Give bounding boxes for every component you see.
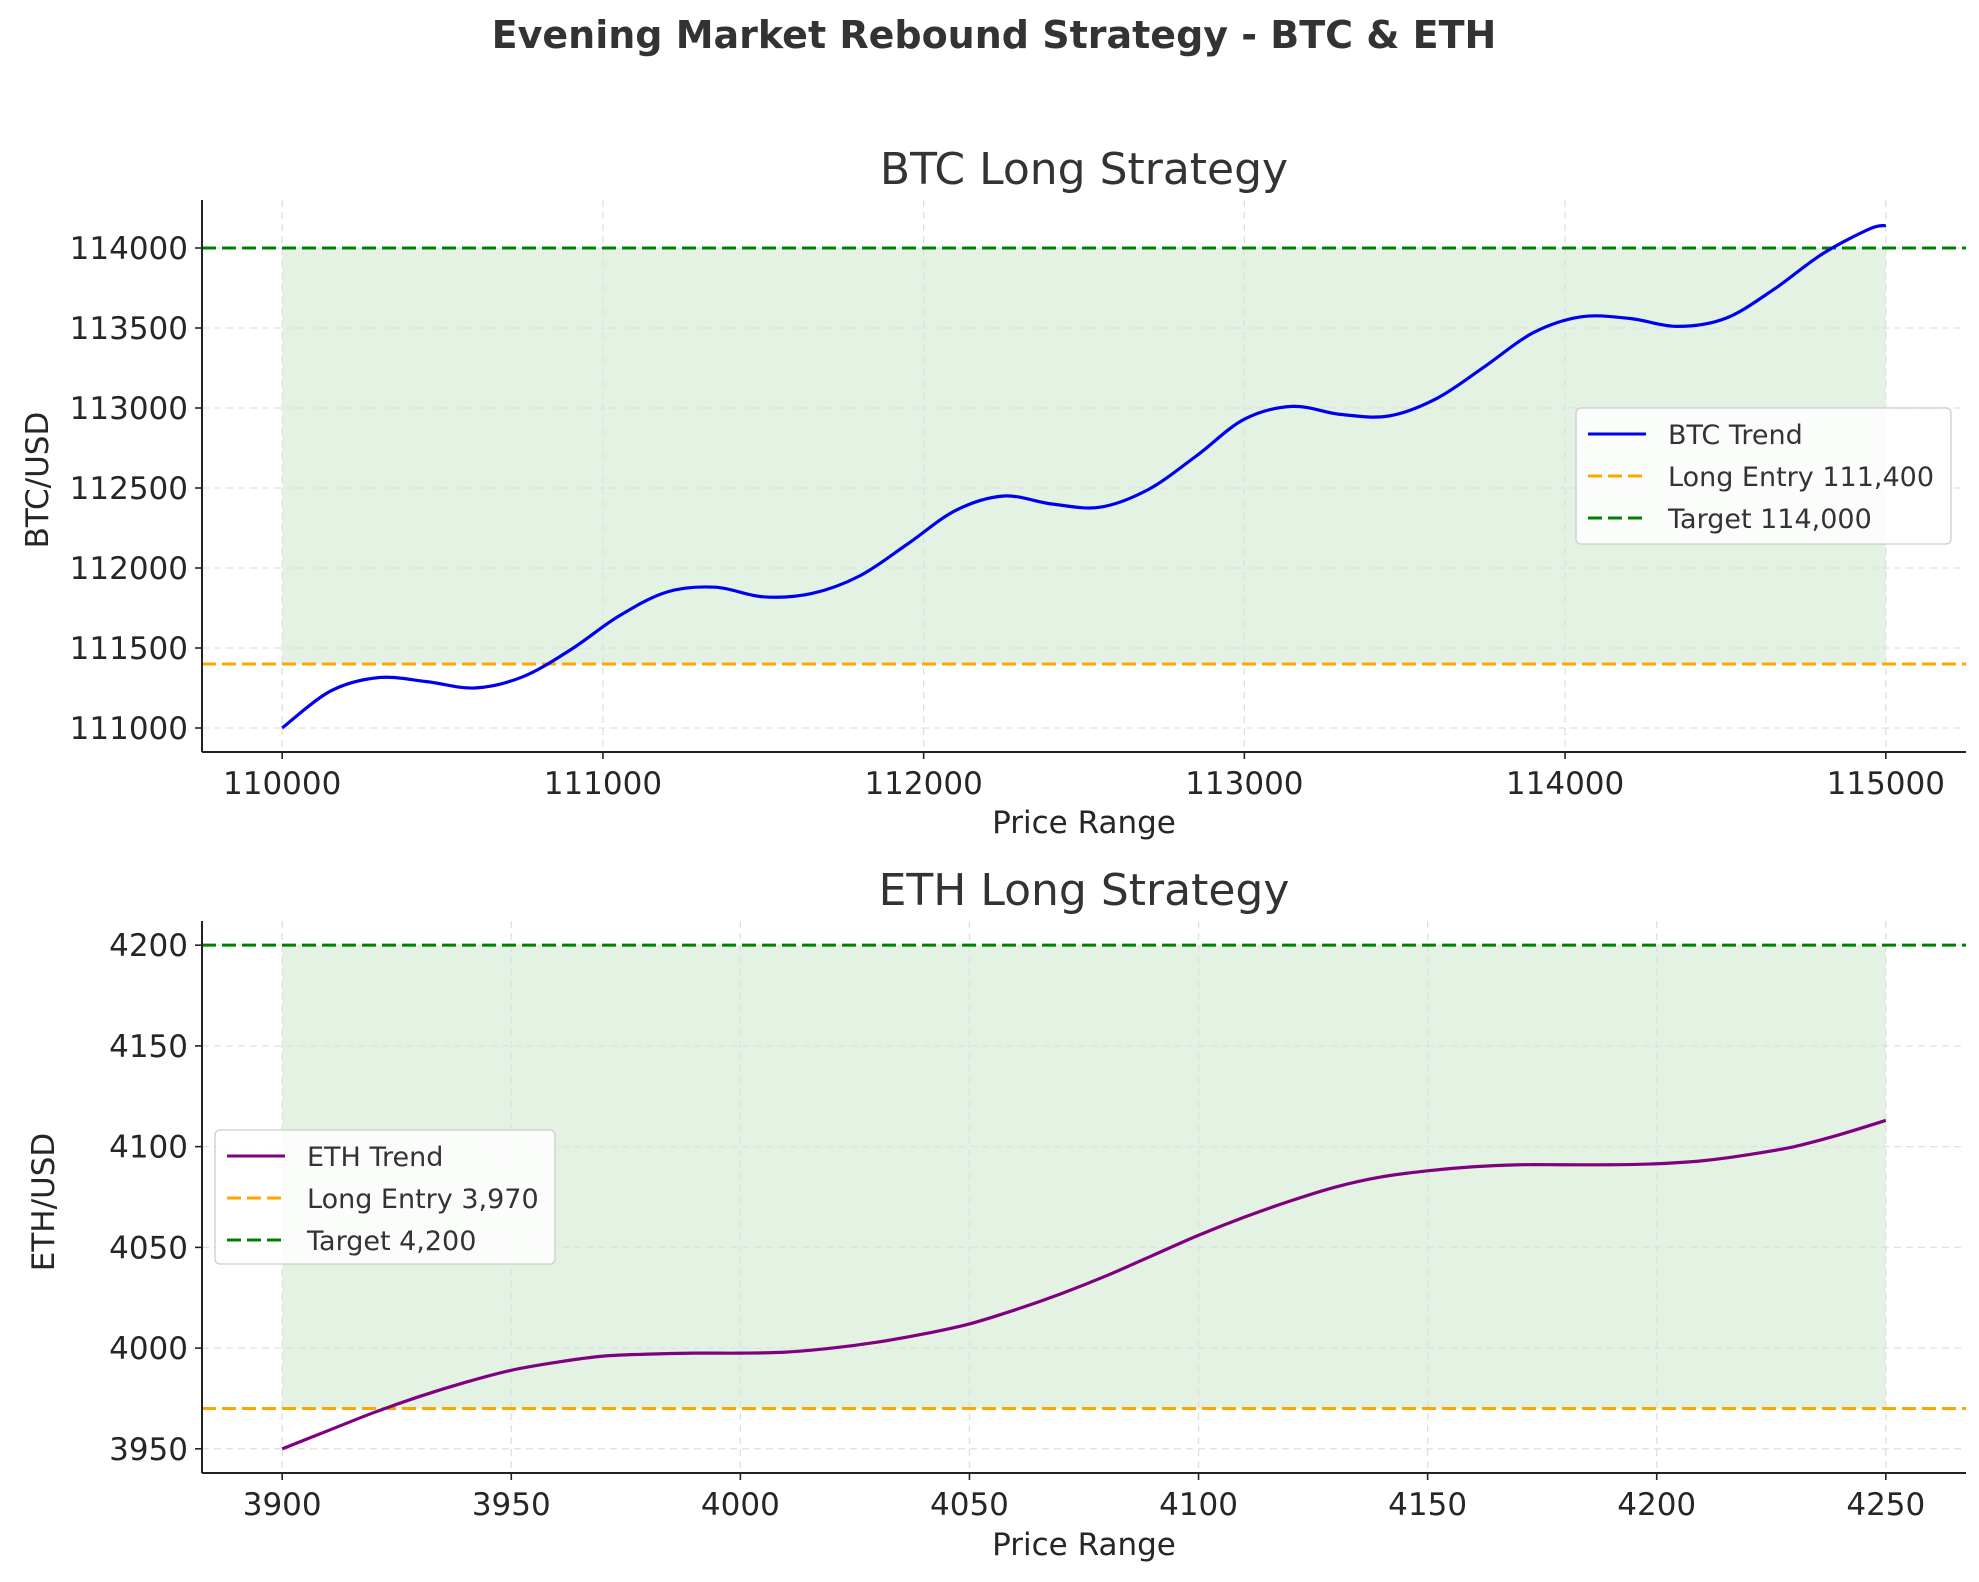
eth-x-tick-label: 4200 bbox=[1617, 1487, 1696, 1523]
eth-y-tick-label: 4200 bbox=[109, 928, 188, 964]
eth-x-tick-label: 4050 bbox=[930, 1487, 1009, 1523]
eth-legend-entry: ETH Trend bbox=[307, 1142, 443, 1173]
eth-trend-line bbox=[281, 1118, 1887, 1451]
btc-x-tick-label: 115000 bbox=[1827, 766, 1945, 802]
btc-legend-box bbox=[1575, 407, 1952, 545]
eth-legend-box bbox=[214, 1129, 556, 1265]
eth-x-tick-label: 3900 bbox=[243, 1487, 322, 1523]
eth-y-tick-label: 4150 bbox=[109, 1029, 188, 1065]
eth-legend-entry: Target 4,200 bbox=[306, 1226, 476, 1257]
eth-y-axis-label: ETH/USD bbox=[26, 1133, 62, 1272]
eth-x-tick-label: 4250 bbox=[1846, 1487, 1925, 1523]
eth-x-tick-label: 4100 bbox=[1159, 1487, 1238, 1523]
eth-legend-entry: Long Entry 3,970 bbox=[307, 1184, 539, 1215]
btc-y-tick-label: 111000 bbox=[70, 711, 188, 747]
eth-y-tick-label: 4100 bbox=[109, 1130, 188, 1166]
eth-x-tick-label: 4000 bbox=[701, 1487, 780, 1523]
btc-legend-entry: Target 114,000 bbox=[1667, 504, 1872, 535]
btc-x-tick-label: 114000 bbox=[1506, 766, 1624, 802]
btc-y-tick-label: 111500 bbox=[70, 631, 188, 667]
eth-x-tick-label: 4150 bbox=[1388, 1487, 1467, 1523]
eth-chart-title: ETH Long Strategy bbox=[879, 865, 1290, 916]
btc-legend-entry: Long Entry 111,400 bbox=[1668, 462, 1934, 493]
btc-y-tick-label: 114000 bbox=[70, 231, 188, 267]
btc-x-tick-label: 112000 bbox=[864, 766, 982, 802]
btc-y-tick-label: 113500 bbox=[70, 311, 188, 347]
btc-chart-title: BTC Long Strategy bbox=[880, 144, 1288, 195]
btc-x-tick-label: 113000 bbox=[1185, 766, 1303, 802]
eth-y-tick-label: 3950 bbox=[109, 1432, 188, 1468]
eth-chart-panel: ETH Long Strategy Price Range ETH/USD 39… bbox=[26, 865, 1966, 1563]
btc-legend-entry: BTC Trend bbox=[1668, 420, 1803, 451]
btc-x-tick-label: 110000 bbox=[223, 766, 341, 802]
eth-x-tick-label: 3950 bbox=[472, 1487, 551, 1523]
btc-y-tick-label: 112000 bbox=[70, 551, 188, 587]
btc-y-tick-label: 112500 bbox=[70, 471, 188, 507]
btc-y-axis-label: BTC/USD bbox=[20, 412, 56, 549]
btc-legend: BTC Trend Long Entry 111,400 Target 114,00… bbox=[1575, 407, 1952, 545]
btc-trend-line bbox=[281, 223, 1887, 730]
eth-x-axis-label: Price Range bbox=[992, 1527, 1176, 1563]
btc-chart-panel: BTC Long Strategy Price Range BTC/USD 11… bbox=[20, 144, 1966, 841]
btc-x-tick-label: 111000 bbox=[544, 766, 662, 802]
btc-x-axis-label: Price Range bbox=[992, 805, 1176, 841]
figure-title: Evening Market Rebound Strategy - BTC & … bbox=[492, 13, 1497, 57]
eth-legend: ETH Trend Long Entry 3,970 Target 4,200 bbox=[214, 1129, 556, 1265]
eth-y-tick-label: 4000 bbox=[109, 1331, 188, 1367]
eth-y-tick-label: 4050 bbox=[109, 1230, 188, 1266]
btc-y-tick-label: 113000 bbox=[70, 391, 188, 427]
